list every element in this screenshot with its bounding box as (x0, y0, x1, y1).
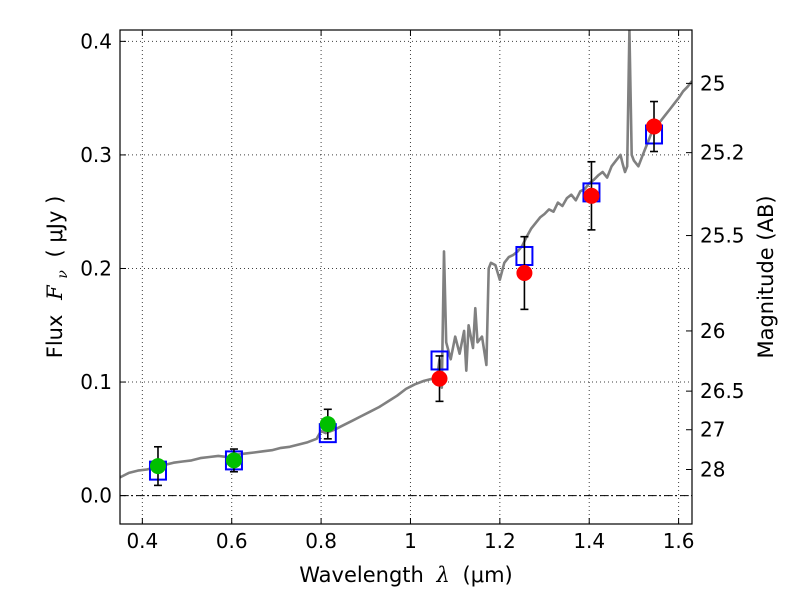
x-tick-label: 0.4 (126, 529, 158, 553)
grid (120, 30, 692, 524)
ticks: 0.4 0.6 0.8 1 1.2 1.4 1.6 0.0 0.1 0.2 0.3 0.4 25 25.2… (80, 29, 744, 553)
x-tick-label: 1.2 (484, 529, 516, 553)
y-tick-label: 0.3 (80, 143, 112, 167)
y-tick-label: 0.0 (80, 484, 112, 508)
x-tick-label: 1.6 (663, 529, 695, 553)
x-tick-label: 1 (404, 529, 417, 553)
right-tick-label: 25 (700, 71, 725, 95)
right-tick-label: 27 (700, 418, 725, 442)
y-axis-label: Flux F ν ( μJy ) (43, 196, 72, 359)
y-tick-label: 0.1 (80, 370, 112, 394)
y-tick-label: 0.4 (80, 29, 112, 53)
photometry-point (225, 452, 242, 469)
plot-area (120, 30, 692, 487)
photometry-point (646, 118, 663, 135)
right-tick-label: 25.5 (700, 224, 745, 248)
right-tick-label: 26.5 (700, 379, 745, 403)
photometry-point (516, 265, 533, 282)
x-axis-label: Wavelength λ (μm) (299, 563, 512, 587)
spectrum-line (120, 30, 692, 479)
x-tick-label: 1.4 (573, 529, 605, 553)
right-axis-label: Magnitude (AB) (754, 195, 778, 358)
right-tick-label: 26 (700, 319, 725, 343)
y-tick-label: 0.2 (80, 256, 112, 280)
photometry-point (149, 458, 166, 475)
right-tick-label: 25.2 (700, 141, 745, 165)
x-tick-label: 0.6 (216, 529, 248, 553)
photometry-point (583, 187, 600, 204)
right-tick-label: 28 (700, 457, 725, 481)
photometry-point (319, 416, 336, 433)
plot-frame (119, 29, 693, 525)
x-tick-label: 0.8 (305, 529, 337, 553)
photometry-point (431, 370, 448, 387)
